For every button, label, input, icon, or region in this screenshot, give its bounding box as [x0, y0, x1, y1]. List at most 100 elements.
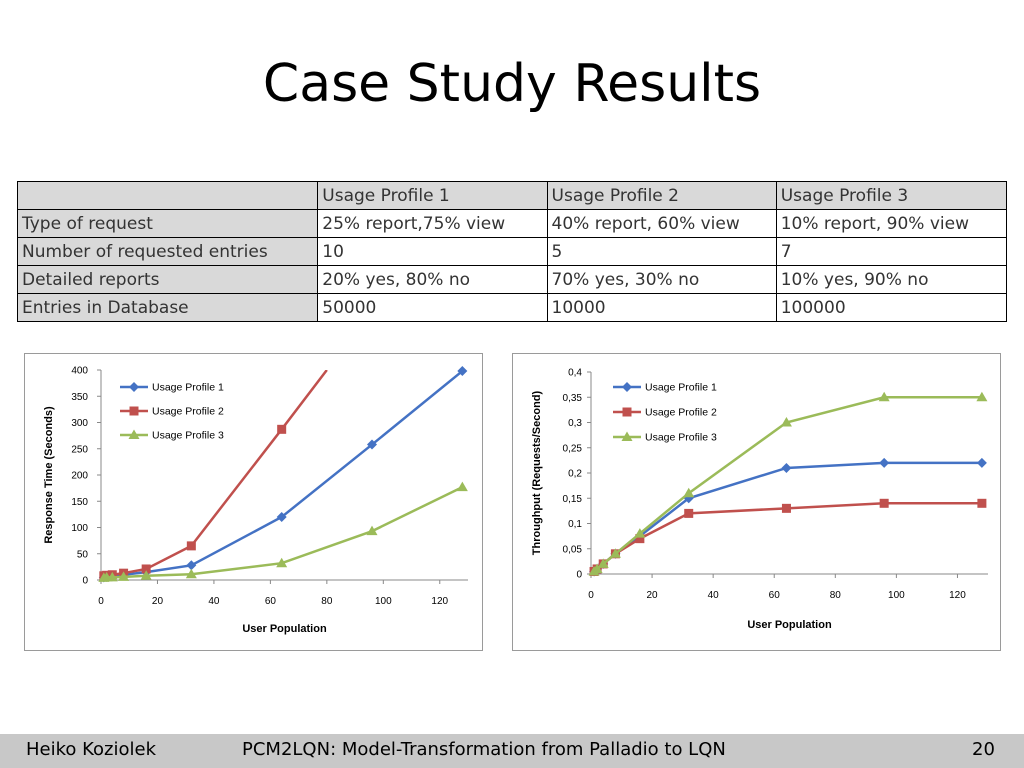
- table-cell: 10: [317, 237, 548, 266]
- y-tick-label: 0,25: [563, 443, 583, 454]
- data-point-series-3: [118, 571, 130, 581]
- x-tick-label: 20: [152, 596, 164, 607]
- table-cell: 25% report,75% view: [317, 209, 548, 238]
- legend-label-1: Usage Profile 1: [645, 382, 717, 394]
- y-tick-label: 250: [71, 444, 88, 455]
- table-header-cell: Usage Profile 1: [317, 181, 548, 210]
- table-cell: 20% yes, 80% no: [317, 265, 548, 294]
- y-tick-label: 0,35: [563, 393, 583, 404]
- x-tick-label: 100: [375, 596, 392, 607]
- x-tick-label: 80: [830, 590, 842, 601]
- data-point-series-3: [609, 548, 621, 558]
- series-line-2: [103, 370, 328, 578]
- data-point-series-3: [591, 563, 603, 573]
- data-point-series-3: [634, 528, 646, 538]
- table-cell: 100000: [775, 293, 1008, 322]
- data-point-series-1: [879, 457, 890, 468]
- y-tick-label: 0: [82, 576, 88, 587]
- y-tick-label: 150: [71, 497, 88, 508]
- y-tick-label: 0,3: [568, 418, 582, 429]
- y-tick-label: 0,4: [568, 368, 582, 379]
- y-tick-label: 100: [71, 523, 88, 534]
- data-point-series-3: [683, 487, 695, 498]
- y-tick-label: 350: [71, 392, 88, 403]
- footer-page-number: 20: [972, 739, 995, 760]
- series-line-2: [593, 502, 982, 573]
- y-tick-label: 200: [71, 471, 88, 482]
- legend-marker-3: [621, 431, 633, 441]
- row-header-cell: Type of request: [16, 209, 319, 238]
- table-cell: 7: [775, 237, 1008, 266]
- data-point-series-2: [781, 503, 791, 513]
- data-point-series-3: [597, 558, 609, 568]
- y-tick-label: 400: [71, 366, 88, 377]
- table-cell: 10% report, 90% view: [775, 209, 1008, 238]
- table-header-cell: Usage Profile 3: [775, 181, 1008, 210]
- y-tick-label: 0,05: [563, 544, 583, 555]
- x-tick-label: 60: [265, 596, 277, 607]
- row-header-cell: Detailed reports: [16, 265, 319, 294]
- x-tick-label: 120: [949, 590, 966, 601]
- series-line-1: [593, 461, 982, 573]
- usage-profile-table: Usage Profile 1 Usage Profile 2 Usage Pr…: [16, 181, 1008, 322]
- legend-label-2: Usage Profile 2: [645, 407, 717, 419]
- data-point-series-2: [141, 564, 151, 574]
- throughput-chart: 0 0,05 0,1 0,15 0,2 0,25 0,3 0,35 0,4 0 20 40 60 80 10…: [512, 353, 1001, 651]
- row-header-cell: Entries in Database: [16, 293, 319, 322]
- throughput-chart-svg: 0 0,05 0,1 0,15 0,2 0,25 0,3 0,35 0,4 0 20 40 60 80 10…: [531, 368, 988, 631]
- response-time-chart: 0 50 100 150 200 250 300 350 400 0 20 40 60 80 100 120 U…: [24, 353, 483, 651]
- data-point-series-2: [879, 498, 889, 508]
- data-point-series-3: [780, 417, 792, 427]
- data-point-series-1: [976, 457, 987, 468]
- x-axis-title: User Population: [242, 623, 327, 635]
- data-point-series-3: [366, 525, 378, 536]
- table-cell: 50000: [317, 293, 548, 322]
- data-point-series-3: [878, 391, 890, 402]
- table-header-cell: [16, 181, 319, 210]
- data-point-series-3: [106, 571, 118, 582]
- y-tick-label: 0,1: [568, 519, 582, 530]
- slide-footer: Heiko Koziolek PCM2LQN: Model-Transforma…: [0, 734, 1024, 768]
- legend-marker-1: [622, 382, 632, 392]
- y-axis-title: Response Time (Seconds): [43, 406, 55, 544]
- legend-label-2: Usage Profile 2: [152, 406, 224, 418]
- y-tick-label: 0: [576, 570, 582, 581]
- table-cell: 10% yes, 90% no: [775, 265, 1008, 294]
- x-tick-label: 120: [431, 596, 448, 607]
- data-point-series-3: [976, 391, 988, 402]
- table-row: Number of requested entries 10 5 7: [16, 237, 1008, 266]
- data-point-series-1: [186, 560, 197, 571]
- footer-talk-title: PCM2LQN: Model-Transformation from Palla…: [242, 739, 726, 760]
- x-tick-label: 40: [208, 596, 220, 607]
- legend-marker-2: [129, 406, 139, 416]
- data-point-series-3: [140, 570, 152, 580]
- x-tick-label: 20: [647, 590, 659, 601]
- x-axis-title: User Population: [747, 619, 832, 631]
- y-tick-label: 50: [77, 549, 89, 560]
- table-cell: 10000: [546, 293, 777, 322]
- y-tick-label: 300: [71, 418, 88, 429]
- x-tick-label: 0: [98, 596, 104, 607]
- legend-label-1: Usage Profile 1: [152, 382, 224, 394]
- y-tick-label: 0,2: [568, 469, 582, 480]
- data-point-series-2: [277, 424, 287, 434]
- series-line-1: [103, 370, 464, 579]
- data-point-series-2: [977, 498, 987, 508]
- data-point-series-1: [367, 439, 378, 450]
- data-point-series-3: [456, 481, 468, 492]
- slide-title: Case Study Results: [262, 54, 762, 114]
- x-tick-label: 60: [769, 590, 781, 601]
- data-point-series-1: [781, 462, 792, 473]
- row-header-cell: Number of requested entries: [16, 237, 319, 266]
- legend-label-3: Usage Profile 3: [152, 430, 224, 442]
- table-cell: 40% report, 60% view: [546, 209, 777, 238]
- x-tick-label: 40: [708, 590, 720, 601]
- table-row: Detailed reports 20% yes, 80% no 70% yes…: [16, 265, 1008, 294]
- y-tick-label: 0,15: [563, 494, 583, 505]
- table-header-row: Usage Profile 1 Usage Profile 2 Usage Pr…: [16, 181, 1008, 210]
- data-point-series-2: [635, 534, 645, 544]
- legend-marker-2: [622, 407, 632, 417]
- legend-marker-3: [128, 429, 140, 439]
- x-tick-label: 0: [588, 590, 594, 601]
- response-time-chart-svg: 0 50 100 150 200 250 300 350 400 0 20 40 60 80 100 120 U…: [43, 366, 468, 635]
